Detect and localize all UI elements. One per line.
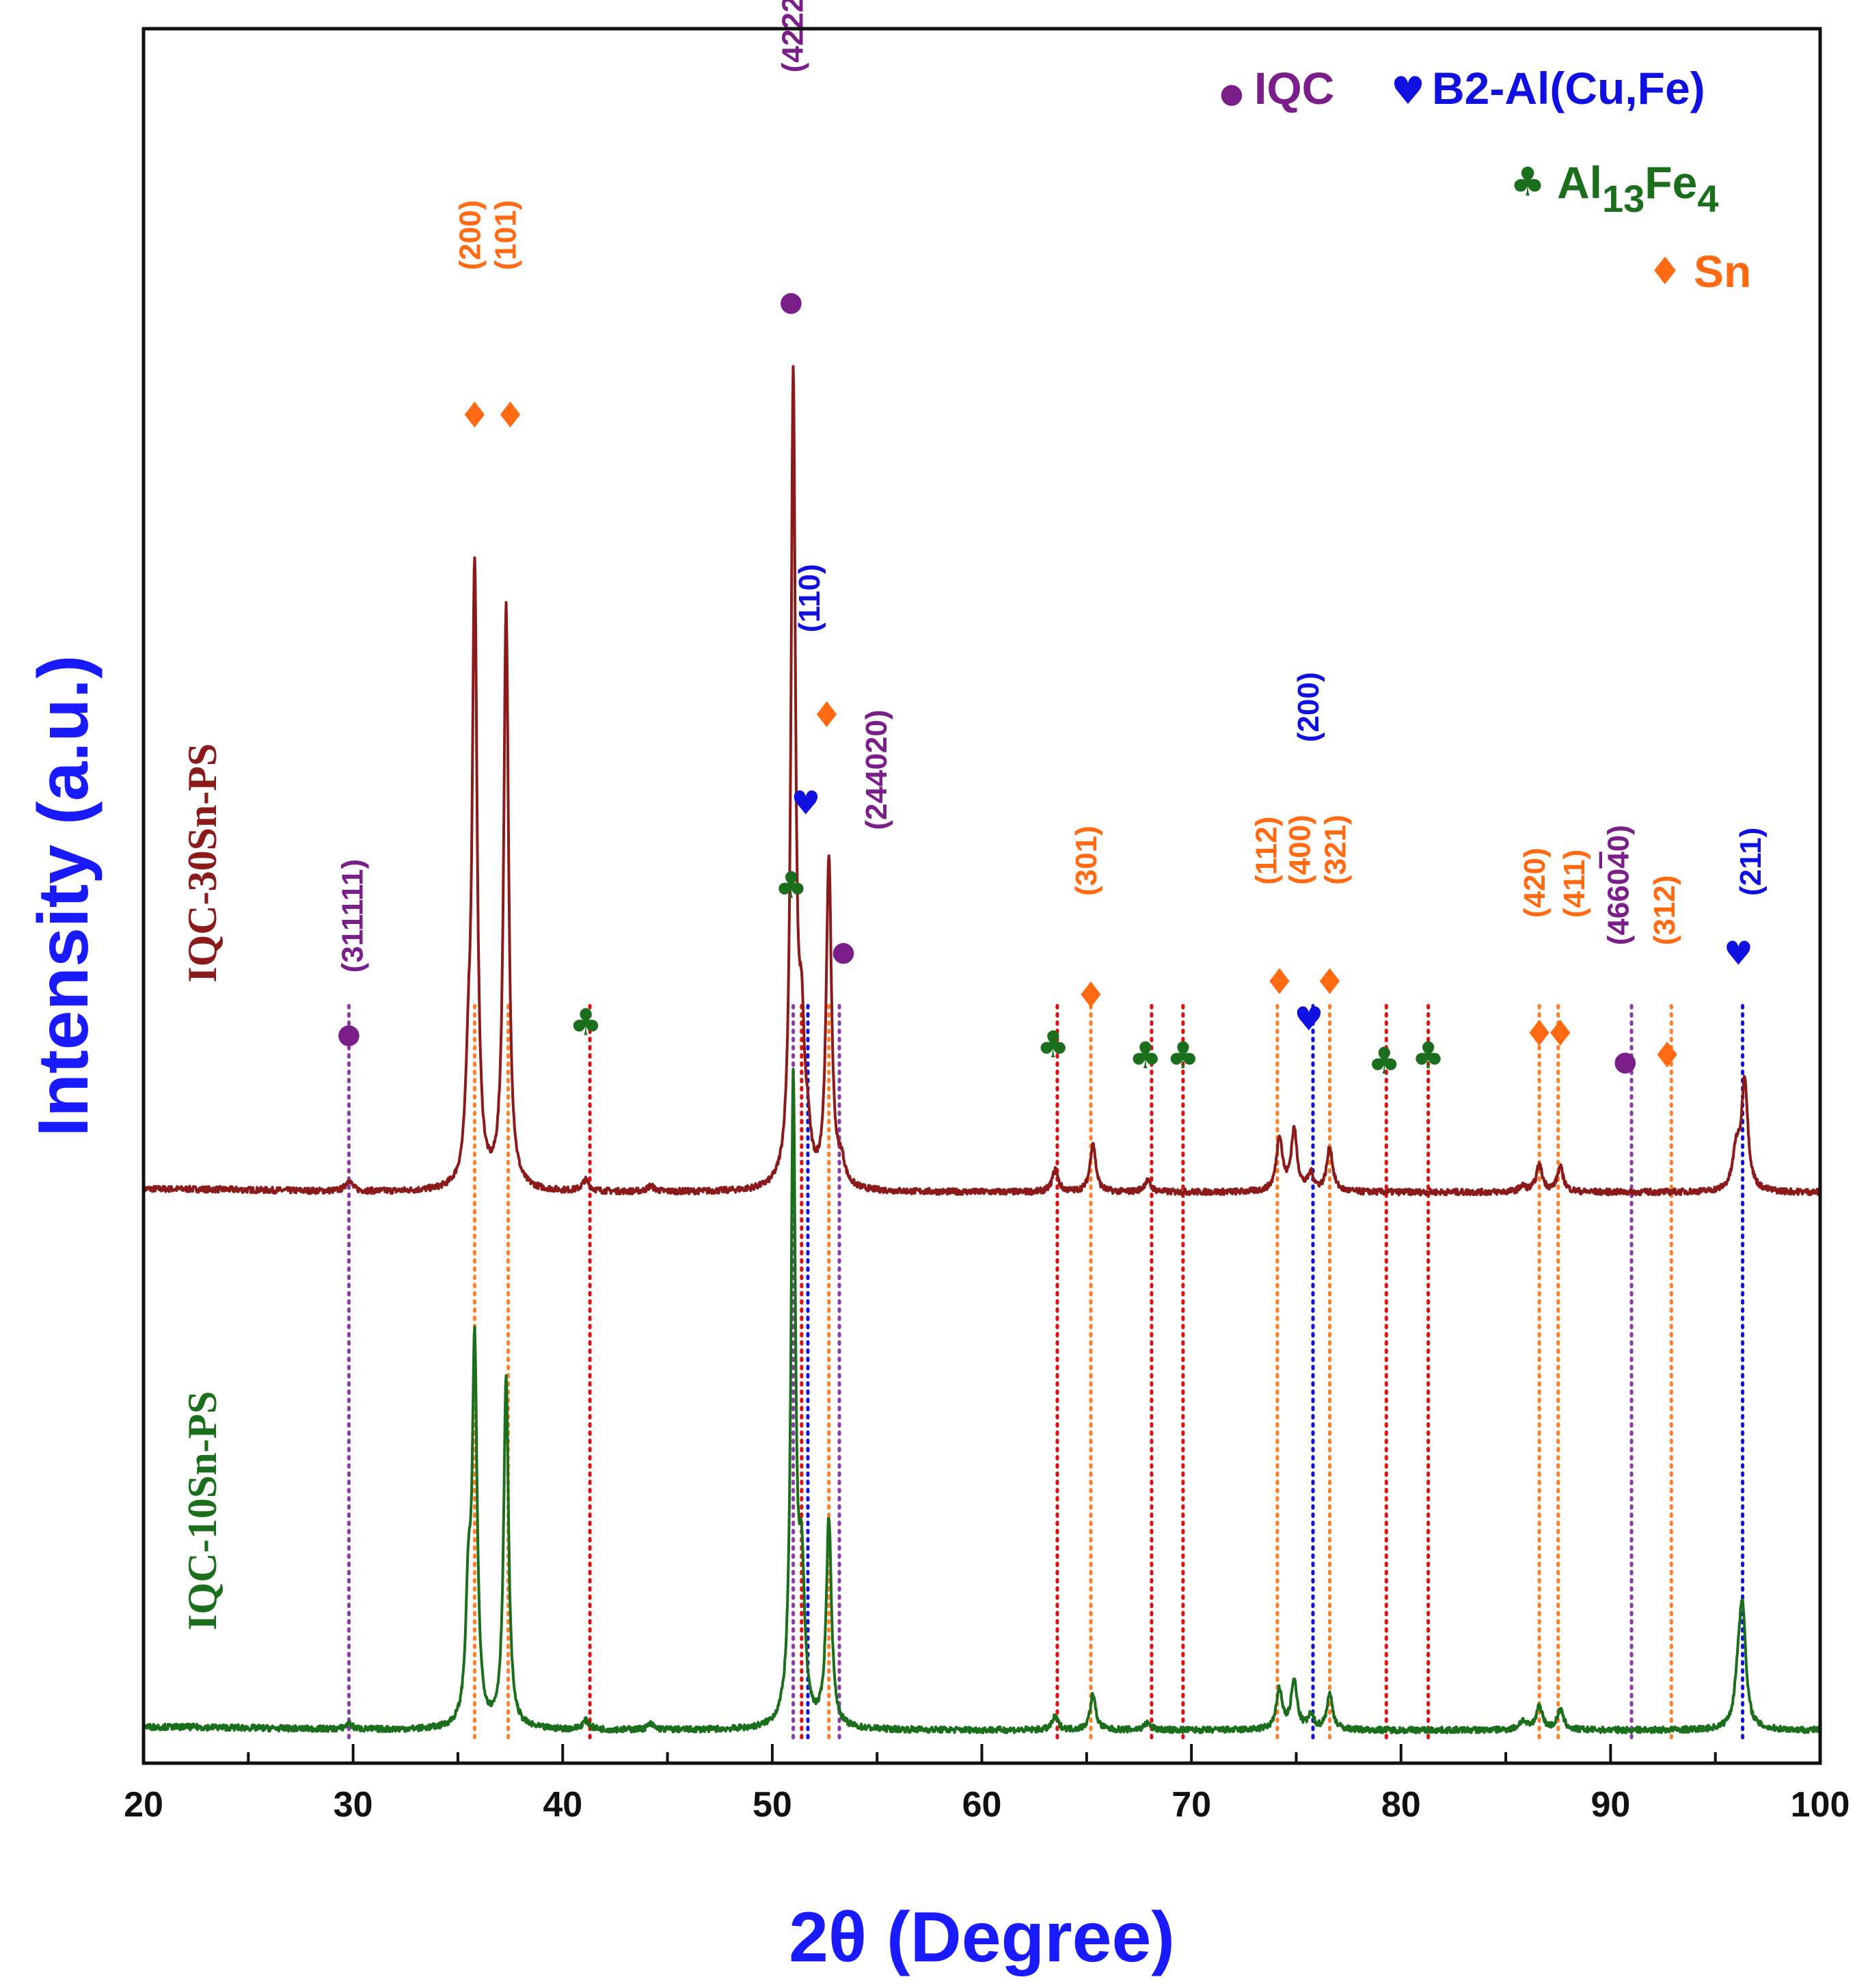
miller-index-label: (420)	[1518, 847, 1552, 918]
legend: ● IQC ♥ B2-Al(Cu,Fe) ♣ Al13Fe4 ♦ Sn	[1220, 63, 1752, 297]
series-labels: IQC-30Sn-PS IQC-10Sn-PS	[180, 744, 225, 1631]
al13fe4-marker: ♣	[1037, 1023, 1070, 1066]
miller-index-label: (112)	[1250, 817, 1284, 885]
al13fe4-marker: ♣	[1128, 1034, 1161, 1077]
x-tick-label: 60	[962, 1785, 1002, 1825]
legend-b2-marker: ♥	[1391, 69, 1425, 113]
series-line-iqc-30sn-ps	[142, 365, 1822, 1197]
al13fe4-marker: ♣	[569, 1001, 602, 1044]
sn-marker: ♦	[811, 695, 843, 736]
legend-sn-marker: ♦	[1648, 249, 1682, 294]
x-tick-label: 30	[334, 1785, 373, 1825]
series-label-iqc-30sn-ps: IQC-30Sn-PS	[180, 744, 225, 983]
sn-marker: ♦	[1524, 1013, 1556, 1054]
miller-index-label: (101)	[489, 200, 522, 271]
miller-index-label: (422222)	[776, 0, 810, 72]
x-tick-label: 90	[1590, 1785, 1630, 1825]
legend-iqc-marker: ●	[1220, 78, 1244, 109]
miller-index-label: (411)	[1558, 849, 1591, 918]
diffraction-traces	[142, 365, 1822, 1734]
sn-marker: ♦	[1544, 1013, 1576, 1054]
miller-index-label: (244020)	[860, 709, 893, 830]
miller-index-label: (311111)	[336, 859, 370, 972]
iqc-marker: ●	[337, 1018, 361, 1050]
sn-marker: ♦	[459, 396, 491, 437]
miller-index-label: (200)	[453, 200, 487, 271]
x-tick-label: 70	[1172, 1785, 1211, 1825]
miller-index-label: (400)	[1284, 815, 1317, 885]
axes: 20 30 40 50 60 70 80 90 100	[124, 27, 1850, 1825]
sn-marker: ♦	[1651, 1035, 1683, 1076]
miller-index-label: (301)	[1070, 826, 1103, 896]
al13fe4-marker: ♣	[774, 864, 807, 907]
miller-index-label: (211)	[1734, 828, 1768, 896]
x-tick-label: 80	[1381, 1785, 1421, 1825]
legend-al13fe4-label: Al13Fe4	[1557, 157, 1718, 220]
legend-sn-label: Sn	[1694, 246, 1751, 297]
miller-index-label: (321)	[1319, 815, 1353, 885]
legend-b2-label: B2-Al(Cu,Fe)	[1432, 63, 1705, 113]
miller-index-label: (312)	[1648, 875, 1681, 946]
y-axis-title: Intensity (a.u.)	[24, 655, 103, 1137]
miller-index-label: (200)	[1292, 672, 1325, 742]
sn-marker: ♦	[494, 396, 526, 437]
x-tick-label: 40	[543, 1785, 582, 1825]
al13fe4-marker: ♣	[1411, 1034, 1444, 1077]
miller-index-label: (466040)	[1602, 825, 1636, 945]
iqc-marker: ●	[832, 936, 856, 967]
reference-lines	[347, 1004, 1745, 1743]
b2-marker: ♥	[1294, 1000, 1323, 1039]
al13fe4-marker: ♣	[1167, 1034, 1200, 1077]
sn-marker: ♦	[1314, 962, 1346, 1003]
miller-index-label: (110)	[793, 564, 826, 632]
x-tick-label: 50	[753, 1785, 792, 1825]
sn-marker: ♦	[1075, 975, 1107, 1016]
x-tick-label: 100	[1791, 1785, 1850, 1825]
b2-marker: ♥	[791, 784, 820, 822]
al13fe4-marker: ♣	[1368, 1039, 1400, 1082]
legend-iqc-label: IQC	[1254, 63, 1334, 113]
miller-index-labels: (311111)(200) (101)(422222)(110)(244020)(…	[336, 0, 1768, 972]
iqc-marker: ●	[779, 286, 803, 317]
legend-al13fe4-marker: ♣	[1510, 159, 1545, 205]
series-label-iqc-10sn-ps: IQC-10Sn-PS	[180, 1391, 225, 1631]
iqc-marker: ●	[1613, 1046, 1637, 1077]
b2-marker: ♥	[1724, 934, 1753, 972]
x-axis-title: 2θ (Degree)	[789, 1898, 1175, 1977]
x-tick-label: 20	[124, 1785, 163, 1825]
phase-markers: ●♦ ♦♣●♣♥♦●♣♦♣ ♣♦♥♦♣ ♣ ♦♦● ♦♥	[337, 286, 1753, 1082]
sn-marker: ♦	[1264, 962, 1296, 1003]
series-line-iqc-10sn-ps	[142, 1067, 1822, 1734]
